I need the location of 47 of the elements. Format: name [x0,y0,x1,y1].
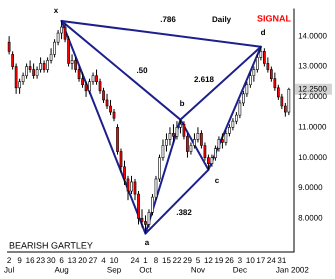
x-tick-label: 24 [130,256,140,265]
x-tick-label: 1 Oct [139,256,152,274]
x-tick-label: 10 Sep [106,256,122,274]
y-tick-label: 11.0000 [298,122,327,132]
x-tick-label: 19 [214,256,224,265]
x-tick-label: 2 Jul [4,256,14,274]
y-tick-label: 8.0000 [298,214,324,223]
x-tick-label: 17 [256,256,266,265]
x-tick-label: 29 [182,256,192,265]
x-tick-label: 26 [224,256,234,265]
annotation: 2.618 [194,75,215,84]
x-tick-label: 16 [26,256,36,265]
x-tick-label: 31 [277,256,287,265]
x-tick-label: 9 [17,256,22,265]
annotation: SIGNAL [257,13,292,24]
x-tick-label: Jan 2002 [276,265,310,274]
annotation: c [214,176,220,186]
annotation: BEARISH GARTLEY [9,240,93,250]
annotation: .786 [160,15,176,24]
annotation: a [144,238,150,248]
y-tick-label: 9.0000 [298,183,324,192]
y-tick-label: 12.2500 [298,84,328,94]
y-tick-label: 13.0000 [298,62,328,71]
x-tick-label: 4 [101,256,106,265]
x-tick-label: 30 [46,256,56,265]
x-tick-label: 3 Dec [232,256,248,274]
annotation: .382 [176,208,192,218]
x-tick-label: 22 [172,256,182,265]
x-tick-label: 23 [36,256,46,265]
text: Daily [212,15,232,24]
x-tick-label: 13 [68,256,78,265]
x-tick-label: 8 [154,256,159,265]
x-tick-label: 12 [204,256,214,265]
annotation: d [260,28,266,38]
x-tick-label: 20 [78,256,88,265]
y-tick-label: 10.0000 [298,152,328,162]
x-tick-label: 6 Aug [54,256,69,274]
annotation: x [54,6,59,16]
annotation: b [180,99,185,108]
y-tick-label: 12.0000 [298,92,328,102]
x-tick-label: 27 [88,256,98,265]
annotation: .50 [136,66,148,76]
x-tick-label: 10 [246,256,256,265]
y-tick-label: 14.0000 [298,31,328,40]
x-tick-label: 24 [266,256,276,265]
x-tick-label: 15 [162,256,172,265]
x-tick-label: 5 Nov [190,256,206,274]
